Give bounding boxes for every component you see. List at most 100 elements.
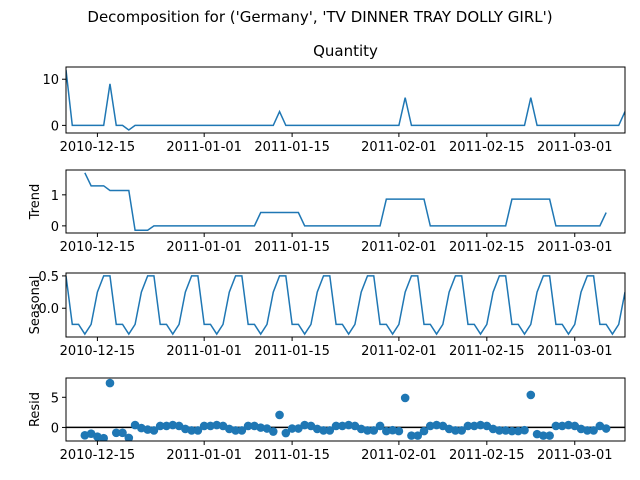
- point: [294, 424, 303, 433]
- axes-title: Quantity: [313, 42, 378, 60]
- x-tick-label: 2011-02-15: [449, 448, 525, 463]
- point: [105, 378, 115, 388]
- point: [382, 426, 391, 436]
- x-tick-label: 2011-01-15: [254, 240, 330, 255]
- point: [507, 426, 517, 436]
- point: [400, 393, 410, 403]
- x-tick-label: 2011-03-01: [537, 240, 613, 255]
- point: [407, 431, 416, 440]
- y-tick-label: 5: [51, 391, 59, 406]
- x-tick-label: 2011-02-15: [449, 140, 525, 155]
- point: [124, 433, 134, 441]
- point: [212, 420, 222, 430]
- point: [539, 431, 548, 440]
- point: [564, 420, 573, 430]
- point: [601, 424, 611, 433]
- axes-frame: [65, 169, 626, 234]
- point: [325, 426, 335, 435]
- y-axis-label: Trend: [28, 184, 43, 221]
- point: [394, 426, 404, 436]
- y-axis-label: Seasonal: [28, 276, 43, 335]
- point: [237, 426, 247, 435]
- point: [469, 421, 479, 431]
- y-tick-label: 0: [51, 421, 59, 436]
- y-tick-label: 1: [51, 189, 59, 204]
- y-tick-label: 0: [51, 119, 59, 134]
- point: [363, 426, 372, 435]
- x-tick-label: 2010-12-15: [60, 140, 136, 155]
- point: [425, 421, 435, 431]
- point: [281, 428, 291, 438]
- x-tick-label: 2011-01-01: [166, 140, 242, 155]
- x-tick-label: 2011-02-15: [449, 240, 525, 255]
- point: [338, 421, 347, 431]
- point: [432, 420, 441, 430]
- point: [143, 425, 152, 434]
- point: [206, 421, 215, 431]
- x-tick-label: 2011-01-15: [254, 344, 330, 359]
- x-tick-label: 2011-02-01: [361, 140, 437, 155]
- point: [451, 426, 460, 435]
- point: [388, 425, 397, 435]
- point: [344, 420, 353, 430]
- x-tick-label: 2011-01-01: [166, 240, 242, 255]
- point: [413, 431, 423, 440]
- point: [513, 426, 523, 436]
- point: [275, 410, 284, 420]
- point: [149, 426, 159, 435]
- x-tick-label: 2011-01-01: [166, 448, 242, 463]
- point: [457, 426, 466, 435]
- y-tick-label: 0.5: [38, 270, 59, 285]
- x-tick-label: 2010-12-15: [60, 448, 136, 463]
- point: [551, 421, 561, 431]
- point: [99, 433, 108, 441]
- x-tick-label: 2011-02-15: [449, 344, 525, 359]
- point: [193, 426, 203, 435]
- y-tick-label: 0.0: [38, 302, 59, 317]
- point: [369, 426, 379, 435]
- point: [520, 425, 529, 435]
- point: [111, 428, 121, 438]
- x-tick-label: 2011-01-15: [254, 140, 330, 155]
- line: [66, 69, 625, 131]
- x-tick-label: 2011-03-01: [537, 140, 613, 155]
- x-tick-label: 2010-12-15: [60, 344, 136, 359]
- point: [287, 424, 297, 433]
- point: [243, 421, 253, 431]
- point: [375, 421, 385, 431]
- line: [84, 172, 607, 231]
- point: [231, 426, 240, 435]
- x-tick-label: 2011-01-15: [254, 448, 330, 463]
- point: [557, 421, 567, 431]
- point: [155, 421, 165, 431]
- line: [66, 275, 625, 336]
- x-tick-label: 2011-01-01: [166, 344, 242, 359]
- point: [526, 390, 536, 400]
- point: [256, 423, 266, 432]
- x-tick-label: 2010-12-15: [60, 240, 136, 255]
- x-tick-label: 2011-02-01: [361, 344, 437, 359]
- point: [168, 420, 178, 430]
- point: [331, 421, 341, 431]
- point: [199, 421, 209, 431]
- point: [162, 421, 171, 431]
- axes-frame: [65, 272, 626, 338]
- point: [300, 420, 309, 430]
- y-axis-label: Resid: [28, 392, 43, 427]
- x-tick-label: 2011-03-01: [537, 344, 613, 359]
- point: [583, 426, 592, 435]
- point: [187, 426, 196, 435]
- point: [419, 426, 429, 436]
- figure-title: Decomposition for ('Germany', 'TV DINNER…: [87, 8, 552, 26]
- point: [463, 421, 473, 431]
- point: [495, 426, 504, 435]
- point: [501, 426, 510, 435]
- x-tick-label: 2011-02-01: [361, 448, 437, 463]
- y-tick-label: 0: [51, 220, 59, 235]
- x-tick-label: 2011-02-01: [361, 240, 437, 255]
- point: [118, 428, 127, 438]
- point: [589, 426, 598, 435]
- x-tick-label: 2011-03-01: [537, 448, 613, 463]
